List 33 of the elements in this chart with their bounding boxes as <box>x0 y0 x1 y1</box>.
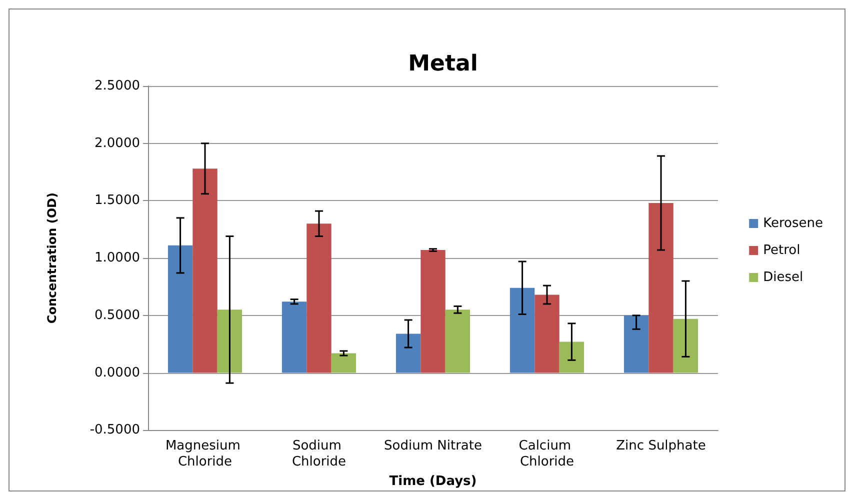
bar <box>282 302 307 373</box>
y-tick-label: 1.5000 <box>94 193 140 208</box>
y-tick-label: 0.5000 <box>94 308 140 323</box>
bar <box>331 353 356 373</box>
x-tick-label: Zinc Sulphate <box>616 438 706 454</box>
bar <box>534 294 560 373</box>
bar <box>306 224 332 373</box>
bar <box>168 245 193 373</box>
bar <box>510 288 535 373</box>
y-tick-label: -0.5000 <box>90 422 140 438</box>
bar <box>396 334 421 373</box>
y-tick-label: 0.0000 <box>94 365 140 380</box>
legend-label: Diesel <box>763 270 804 285</box>
y-tick-label: 2.0000 <box>94 136 140 151</box>
bar <box>192 168 218 373</box>
x-tick-label: Calcium Chloride <box>518 438 576 470</box>
x-axis-title: Time (Days) <box>389 474 477 489</box>
bar <box>648 202 674 373</box>
x-tick-label: Magnesium Chloride <box>165 438 245 470</box>
bar <box>624 315 649 373</box>
bar <box>217 310 242 373</box>
bar <box>445 310 470 373</box>
x-tick-label: Sodium Nitrate <box>384 438 482 454</box>
bar <box>673 318 698 373</box>
y-axis-title: Concentration (OD) <box>45 192 59 324</box>
y-tick-label: 1.0000 <box>94 250 140 266</box>
bar <box>559 342 584 373</box>
legend-label: Petrol <box>763 243 800 258</box>
chart-title: Metal <box>408 52 478 76</box>
bar <box>420 250 446 373</box>
y-tick-label: 2.5000 <box>94 78 140 94</box>
x-tick-label: Sodium Chloride <box>292 438 346 470</box>
legend-label: Kerosene <box>763 216 824 231</box>
